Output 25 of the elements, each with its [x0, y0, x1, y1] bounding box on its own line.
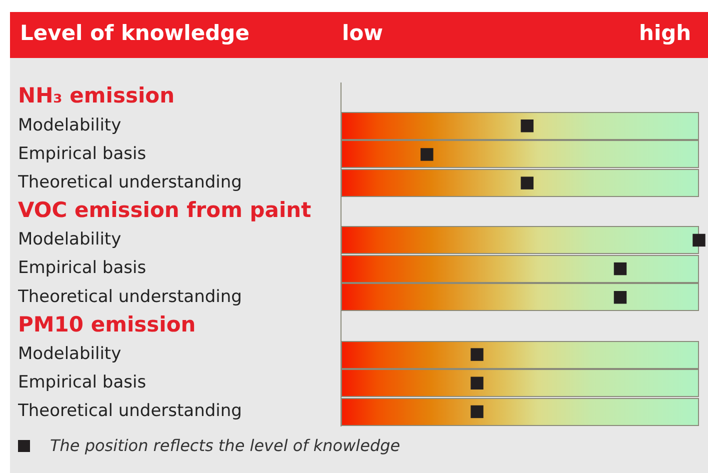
point — [520, 120, 534, 132]
y-tick-label: Empirical basis — [18, 372, 146, 393]
y-tick-label: Theoretical understanding — [17, 401, 242, 422]
y-tick-label: PM10 emission — [18, 312, 196, 336]
point — [614, 262, 627, 276]
point — [420, 148, 434, 161]
point — [470, 376, 484, 390]
y-tick-label: Empirical basis — [18, 144, 146, 164]
text: The position reflects the level of knowledge — [50, 436, 400, 455]
text: high — [639, 21, 692, 45]
y-tick-label: Empirical basis — [18, 258, 146, 278]
y-tick-label: VOC emission from paint — [18, 198, 312, 222]
text: low — [342, 21, 384, 45]
point — [470, 348, 484, 361]
point — [692, 234, 706, 247]
point — [470, 405, 484, 418]
y-tick-label: Modelability — [18, 230, 122, 250]
y-tick-label: Modelability — [18, 344, 122, 364]
y-tick-label: Modelability — [18, 115, 122, 136]
y-tick-label: Theoretical understanding — [17, 172, 242, 192]
y-tick-label: Theoretical understanding — [17, 286, 242, 307]
y-tick-label: NH₃ emission — [18, 84, 175, 108]
text: Level of knowledge — [20, 21, 250, 45]
point — [520, 176, 534, 190]
point — [614, 291, 627, 304]
